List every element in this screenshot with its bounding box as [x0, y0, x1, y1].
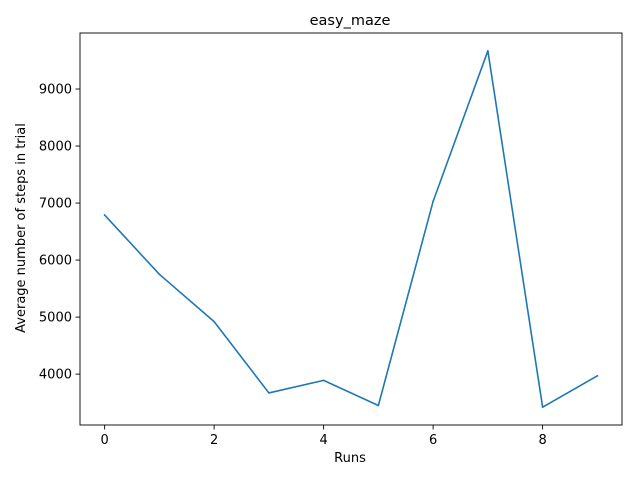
- x-tick-label: 2: [210, 433, 218, 448]
- data-point: [377, 404, 380, 407]
- y-tick-label: 6000: [39, 254, 72, 269]
- data-point: [432, 200, 434, 203]
- x-tick-label: 6: [429, 433, 437, 448]
- y-tick-label: 4000: [39, 368, 72, 383]
- x-axis-label: Runs: [334, 451, 366, 466]
- data-point: [322, 379, 325, 382]
- y-axis-ticks: 4000 5000 6000 7000 8000 9000: [39, 83, 80, 383]
- data-point: [596, 375, 599, 377]
- plot-area-frame: [79, 32, 623, 426]
- data-point: [158, 273, 161, 276]
- series-points: [103, 50, 599, 408]
- x-tick-label: 0: [100, 433, 108, 448]
- data-point: [268, 392, 270, 394]
- data-point: [213, 320, 215, 323]
- y-axis-label: Average number of steps in trial: [14, 123, 29, 333]
- x-axis-ticks: 0 2 4 6 8: [100, 425, 547, 448]
- x-tick-label: 8: [538, 433, 546, 448]
- data-point: [487, 50, 489, 52]
- y-tick-label: 9000: [39, 83, 72, 98]
- x-tick-label: 4: [319, 433, 327, 448]
- y-tick-label: 5000: [39, 311, 72, 326]
- y-tick-label: 8000: [39, 140, 72, 155]
- data-point: [541, 406, 544, 408]
- series-line: [103, 50, 599, 408]
- data-point: [103, 214, 106, 216]
- chart-title: easy_maze: [310, 13, 391, 29]
- y-tick-label: 7000: [39, 197, 72, 212]
